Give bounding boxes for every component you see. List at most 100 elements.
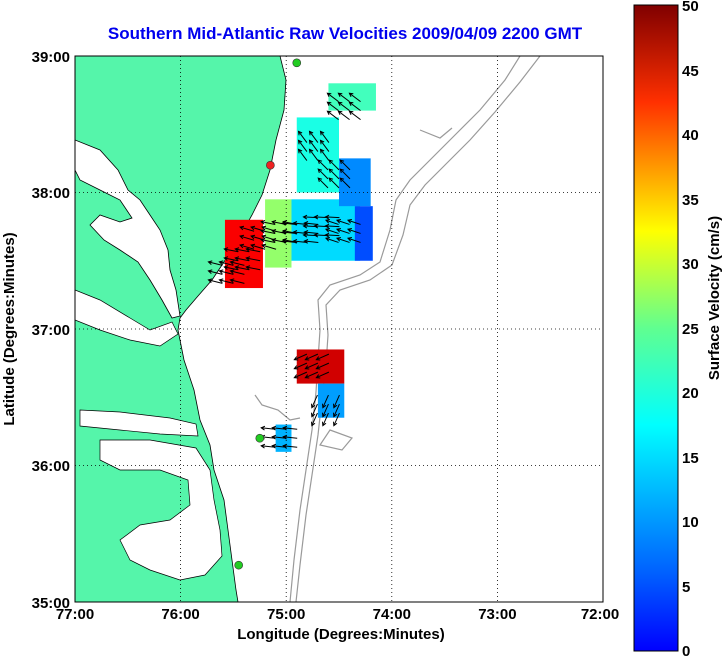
colorbar-tick-label: 30 (682, 256, 699, 273)
velocity-patch (328, 83, 376, 111)
colorbar-tick-label: 10 (682, 514, 699, 531)
velocity-arrow (335, 228, 350, 234)
colorbar-tick-label: 15 (682, 450, 699, 467)
x-axis-label: Longitude (Degrees:Minutes) (237, 626, 445, 643)
velocity-arrow (337, 101, 350, 111)
velocity-vectors (207, 92, 361, 449)
y-tick-label: 36:00 (32, 458, 70, 475)
colorbar-tick-label: 25 (682, 321, 699, 338)
grid-lines (75, 56, 603, 602)
velocity-arrow (324, 214, 340, 220)
velocity-arrow (333, 412, 340, 427)
velocity-arrow (315, 353, 330, 361)
velocity-arrow (245, 265, 261, 271)
velocity-arrow (346, 228, 361, 234)
velocity-arrow (207, 260, 223, 266)
velocity-arrow (326, 101, 339, 111)
velocity-arrow (271, 443, 287, 449)
velocity-arrow (324, 223, 340, 229)
radar-station-marker (234, 560, 243, 570)
bathymetry-contours (254, 56, 541, 602)
velocity-arrow (271, 434, 287, 440)
velocity-arrow (250, 243, 266, 250)
radar-station-marker (292, 58, 302, 68)
y-axis: 39:00 38:00 37:00 36:00 35:00 Latitude (… (1, 49, 70, 612)
x-tick-label: 75:00 (267, 606, 305, 623)
velocity-arrow (292, 239, 308, 244)
y-tick-label: 37:00 (32, 322, 70, 339)
velocity-arrow (293, 353, 308, 361)
colorbar: 50 45 40 35 30 25 20 15 10 5 0 Surface V… (633, 0, 723, 659)
colorbar-tick-label: 50 (682, 0, 699, 15)
colorbar-tick-label: 5 (682, 579, 690, 596)
velocity-arrow (223, 265, 239, 271)
velocity-arrow (234, 256, 250, 262)
velocity-arrow (292, 230, 308, 235)
velocity-patch (354, 206, 373, 261)
chesapeake-bay (75, 139, 181, 319)
velocity-arrow (293, 371, 308, 379)
velocity-arrow (335, 237, 350, 243)
colorbar-scale (633, 4, 679, 652)
colorbar-tick-label: 20 (682, 385, 699, 402)
velocity-arrow (260, 443, 276, 449)
velocity-arrow (223, 247, 239, 253)
velocity-arrow (339, 168, 351, 180)
x-tick-label: 77:00 (56, 606, 94, 623)
velocity-arrow (292, 221, 308, 226)
velocity-arrow (282, 434, 298, 440)
velocity-arrow (282, 425, 298, 431)
velocity-arrow (322, 403, 329, 418)
velocity-arrow (326, 92, 339, 102)
velocity-arrow (328, 177, 340, 189)
velocity-arrow (324, 237, 339, 243)
velocity-arrow (229, 260, 245, 266)
velocity-arrow (239, 234, 255, 241)
velocity-arrow (333, 394, 340, 409)
velocity-arrow (260, 425, 276, 431)
velocity-arrow (239, 225, 255, 232)
velocity-arrow (304, 353, 319, 361)
velocity-arrow (317, 168, 329, 180)
velocity-arrow (348, 101, 361, 111)
velocity-arrow (315, 371, 330, 379)
colorbar-tick-label: 0 (682, 643, 690, 659)
velocity-arrow (207, 278, 223, 284)
velocity-arrow (303, 239, 319, 244)
velocity-arrow (308, 148, 319, 161)
x-tick-label: 72:00 (581, 606, 619, 623)
radar-station-marker (266, 160, 275, 170)
x-axis: 77:00 76:00 75:00 74:00 73:00 72:00 Long… (56, 606, 619, 643)
velocity-arrow (281, 239, 297, 244)
velocity-arrow (304, 362, 319, 370)
velocity-arrow (346, 219, 361, 225)
velocity-arrow (234, 265, 250, 271)
velocity-arrow (319, 139, 330, 152)
velocity-arrow (328, 168, 340, 180)
velocity-arrow (311, 394, 318, 409)
radar-station-marker (255, 433, 265, 443)
velocity-arrow (229, 278, 245, 284)
colorbar-tick-label: 35 (682, 192, 699, 209)
velocity-arrow (348, 92, 361, 102)
velocity-arrow (322, 394, 329, 409)
colorbar-label: Surface Velocity (cm/s) (706, 216, 723, 380)
y-axis-label: Latitude (Degrees:Minutes) (1, 232, 18, 425)
velocity-patch (296, 117, 339, 193)
velocity-arrow (324, 219, 339, 225)
velocity-arrow (339, 177, 351, 189)
velocity-arrow (308, 130, 319, 143)
velocity-arrow (260, 228, 276, 234)
velocity-arrow (281, 230, 297, 235)
velocity-arrow (337, 92, 350, 102)
velocity-arrow (317, 159, 329, 171)
velocity-arrow (317, 177, 329, 189)
velocity-arrow (297, 130, 308, 143)
velocity-arrow (324, 232, 340, 238)
velocity-patch (265, 199, 292, 268)
velocity-arrow (245, 256, 261, 262)
velocity-arrow (207, 269, 223, 275)
velocity-patch (224, 219, 263, 289)
velocity-arrow (304, 371, 319, 379)
velocity-arrow (234, 247, 250, 253)
